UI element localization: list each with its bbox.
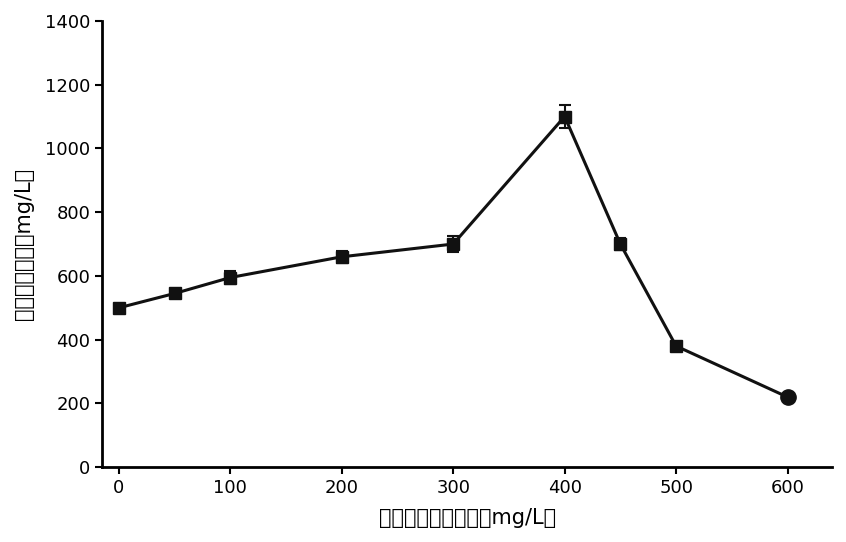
Y-axis label: 胞内多糖产量（mg/L）: 胞内多糖产量（mg/L） <box>14 168 34 320</box>
X-axis label: 培养基中的锁浓度（mg/L）: 培养基中的锁浓度（mg/L） <box>378 508 556 528</box>
